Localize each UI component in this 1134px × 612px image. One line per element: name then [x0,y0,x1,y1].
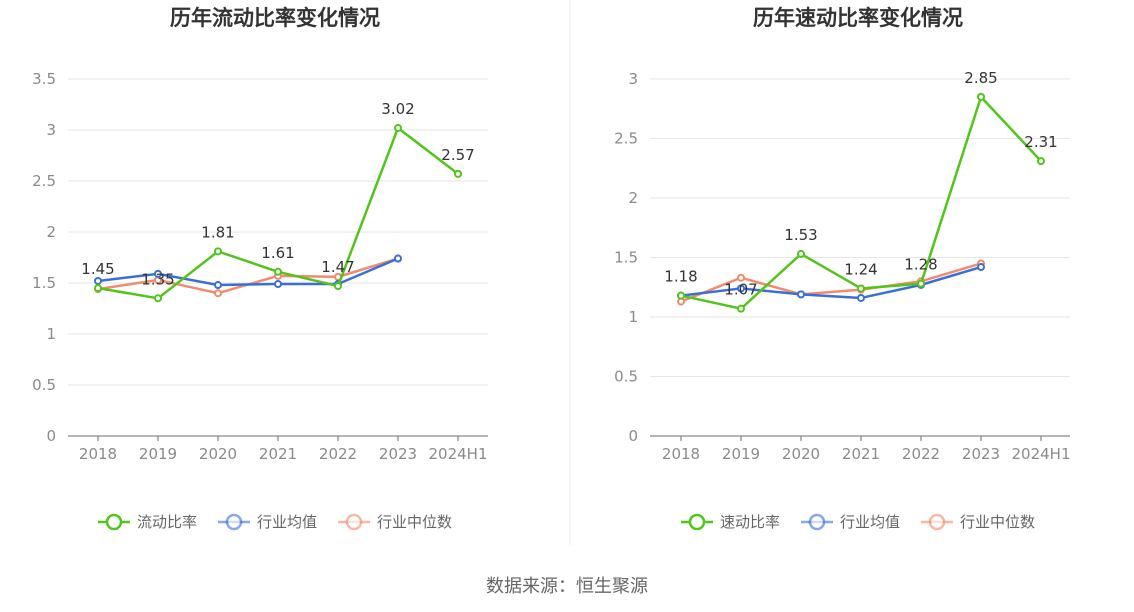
x-tick-label: 2024H1 [1012,445,1071,463]
data-label: 1.07 [724,281,757,299]
y-tick-label: 2.5 [32,172,56,190]
y-tick-label: 0 [46,427,56,445]
legend-item-industry-median[interactable]: 行业中位数 [338,513,452,531]
y-tick-label: 2 [628,189,638,207]
y-tick-label: 2 [46,223,56,241]
point-ratio[interactable] [917,279,925,288]
point-industry-median[interactable] [214,289,222,298]
y-tick-label: 1 [628,308,638,326]
data-label: 1.45 [81,260,114,278]
y-tick-label: 1.5 [614,249,638,267]
point-ratio[interactable] [797,249,805,258]
data-label: 1.47 [321,258,354,276]
x-tick-label: 2020 [199,445,237,463]
series-line-industry-avg [680,265,982,300]
legend-marker-icon [345,513,363,531]
point-industry-avg[interactable] [394,254,402,263]
x-tick-label: 2022 [319,445,357,463]
chart-title: 历年速动比率变化情况 [753,6,963,30]
x-tick-label: 2018 [662,445,700,463]
point-ratio[interactable] [977,92,985,101]
chart-title: 历年流动比率变化情况 [170,6,380,30]
data-label: 2.31 [1024,133,1057,151]
point-ratio[interactable] [214,247,222,256]
y-tick-label: 3.5 [32,70,56,88]
point-ratio[interactable] [274,267,282,276]
data-label: 2.57 [441,146,474,164]
x-tick-label: 2022 [902,445,940,463]
point-industry-avg[interactable] [274,280,282,289]
data-label: 1.53 [784,226,817,244]
legend-item-ratio[interactable]: 速动比率 [681,513,780,531]
data-label: 1.28 [904,256,937,274]
legend-marker-icon [105,513,123,531]
legend-label: 流动比率 [137,513,197,531]
data-label: 1.81 [201,223,234,241]
legend-item-ratio[interactable]: 流动比率 [98,513,197,531]
y-tick-label: 3 [46,121,56,139]
point-industry-avg[interactable] [857,293,865,302]
point-industry-avg[interactable] [154,269,162,278]
point-industry-median[interactable] [737,273,745,282]
legend-label: 行业均值 [840,513,900,531]
y-tick-label: 1.5 [32,274,56,292]
legend-marker-icon [225,513,243,531]
legend-marker-icon [688,513,706,531]
y-tick-label: 0.5 [32,376,56,394]
point-ratio[interactable] [857,284,865,293]
point-ratio[interactable] [677,291,685,300]
legend-label: 行业均值 [257,513,317,531]
point-ratio[interactable] [737,304,745,313]
data-label: 1.35 [141,270,174,288]
x-tick-label: 2020 [782,445,820,463]
point-ratio[interactable] [334,282,342,291]
x-tick-label: 2024H1 [429,445,488,463]
legend-marker-icon [808,513,826,531]
point-industry-avg[interactable] [214,281,222,290]
point-ratio[interactable] [154,294,162,303]
legend-label: 速动比率 [720,513,780,531]
x-tick-label: 2018 [79,445,117,463]
x-tick-label: 2021 [259,445,297,463]
legend-marker-icon [928,513,946,531]
point-industry-avg[interactable] [94,276,102,285]
y-tick-label: 2.5 [614,130,638,148]
current-ratio-chart: 历年流动比率变化情况 0 0.5 1 1.5 2 2.5 3 3.5 2018 2019 2020 20… [32,6,488,531]
y-tick-label: 1 [46,325,56,343]
data-label: 1.18 [664,268,697,286]
x-tick-label: 2019 [722,445,760,463]
data-source: 数据来源：恒生聚源 [486,576,648,597]
series-line-industry-median [680,262,982,303]
x-tick-label: 2021 [842,445,880,463]
point-ratio[interactable] [454,169,462,178]
y-tick-label: 0 [628,427,638,445]
data-label: 2.85 [964,69,997,87]
point-ratio[interactable] [394,123,402,132]
quick-ratio-chart: 历年速动比率变化情况 0 0.5 1 1.5 2 2.5 3 2018 2019 2020 2021 2… [614,6,1070,531]
data-label: 1.24 [844,260,877,278]
y-tick-label: 0.5 [614,368,638,386]
x-tick-label: 2023 [379,445,417,463]
legend-label: 行业中位数 [377,513,452,531]
legend-label: 行业中位数 [960,513,1035,531]
data-label: 3.02 [381,100,414,118]
legend-item-industry-median[interactable]: 行业中位数 [921,513,1035,531]
data-label: 1.61 [261,244,294,262]
y-tick-label: 3 [628,70,638,88]
point-ratio[interactable] [1037,157,1045,166]
point-ratio[interactable] [94,284,102,293]
x-tick-label: 2019 [139,445,177,463]
point-industry-avg[interactable] [977,263,985,272]
x-tick-label: 2023 [962,445,1000,463]
legend-item-industry-avg[interactable]: 行业均值 [218,513,317,531]
legend-item-industry-avg[interactable]: 行业均值 [801,513,900,531]
series-line-industry-avg [97,257,399,287]
point-industry-avg[interactable] [737,284,745,293]
point-industry-avg[interactable] [797,290,805,299]
